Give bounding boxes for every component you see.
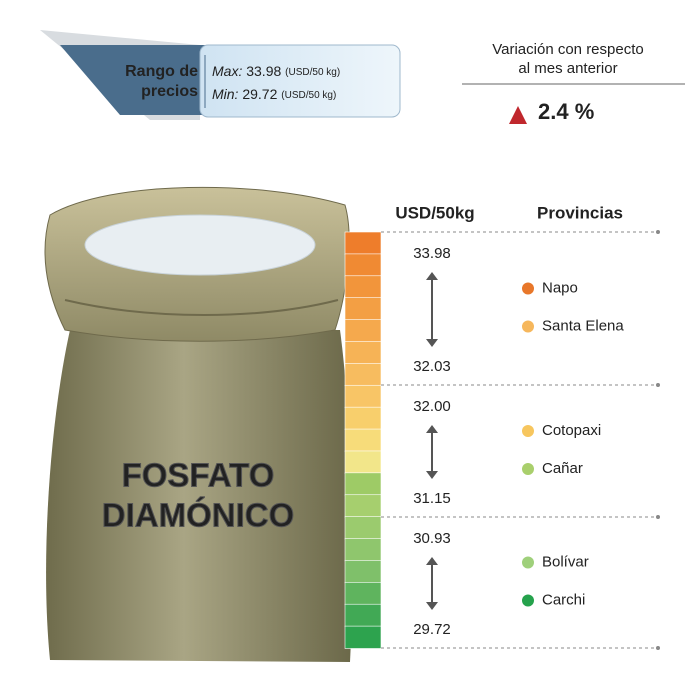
scale-band bbox=[345, 473, 381, 495]
column-header: Provincias bbox=[537, 203, 623, 222]
scale-band bbox=[345, 626, 381, 648]
scale-band bbox=[345, 451, 381, 473]
scale-band bbox=[345, 582, 381, 604]
variation-title: al mes anterior bbox=[518, 60, 617, 77]
price-high: 33.98 bbox=[413, 245, 451, 262]
province-dot bbox=[522, 595, 534, 607]
province-name: Cotopaxi bbox=[542, 422, 601, 439]
range-label: precios bbox=[141, 83, 198, 100]
max-value: 33.98 bbox=[246, 63, 281, 79]
scale-band bbox=[345, 407, 381, 429]
divider-dot bbox=[656, 515, 660, 519]
divider-dot bbox=[656, 646, 660, 650]
range-label: Rango de bbox=[125, 63, 198, 80]
province-name: Carchi bbox=[542, 591, 585, 608]
province-dot bbox=[522, 557, 534, 569]
min-unit: (USD/50 kg) bbox=[281, 90, 336, 101]
province-name: Cañar bbox=[542, 460, 583, 477]
scale-band bbox=[345, 363, 381, 385]
min-label: Min: bbox=[212, 86, 239, 102]
price-low: 32.03 bbox=[413, 358, 451, 375]
max-unit: (USD/50 kg) bbox=[285, 67, 340, 78]
scale-band bbox=[345, 539, 381, 561]
scale-band bbox=[345, 560, 381, 582]
scale-band bbox=[345, 298, 381, 320]
arrow-head bbox=[426, 602, 438, 610]
tiers: 33.98 32.03 Napo Santa Elena 32.00 31.15 Cotop… bbox=[381, 230, 660, 650]
column-header: USD/50kg bbox=[395, 203, 474, 222]
variation-title: Variación con respecto bbox=[492, 41, 643, 58]
price-high: 30.93 bbox=[413, 530, 451, 547]
province-dot bbox=[522, 425, 534, 437]
province-dot bbox=[522, 463, 534, 475]
arrow-head bbox=[426, 471, 438, 479]
scale-band bbox=[345, 276, 381, 298]
province-dot bbox=[522, 283, 534, 295]
scale-band bbox=[345, 254, 381, 276]
product-name: DIAMÓNICO bbox=[102, 497, 295, 534]
product-name: FOSFATO bbox=[122, 457, 275, 494]
scale-band bbox=[345, 320, 381, 342]
max-label: Max: bbox=[212, 63, 242, 79]
scale-band bbox=[345, 232, 381, 254]
up-arrow bbox=[509, 106, 527, 124]
price-low: 31.15 bbox=[413, 490, 451, 507]
price-low: 29.72 bbox=[413, 621, 451, 638]
variation-value: 2.4 % bbox=[538, 99, 594, 124]
price-high: 32.00 bbox=[413, 398, 451, 415]
scale-band bbox=[345, 385, 381, 407]
arrow-head bbox=[426, 272, 438, 280]
divider-dot bbox=[656, 230, 660, 234]
scale-band bbox=[345, 604, 381, 626]
min-value: 29.72 bbox=[242, 86, 277, 102]
arrow-head bbox=[426, 557, 438, 565]
province-name: Bolívar bbox=[542, 553, 589, 570]
arrow-head bbox=[426, 339, 438, 347]
arrow-head bbox=[426, 425, 438, 433]
scale-band bbox=[345, 341, 381, 363]
header-box bbox=[200, 45, 400, 117]
color-scale bbox=[345, 232, 381, 649]
province-dot bbox=[522, 321, 534, 333]
divider-dot bbox=[656, 383, 660, 387]
scale-band bbox=[345, 429, 381, 451]
province-name: Napo bbox=[542, 279, 578, 296]
granules bbox=[85, 215, 315, 275]
scale-band bbox=[345, 517, 381, 539]
scale-band bbox=[345, 495, 381, 517]
province-name: Santa Elena bbox=[542, 317, 624, 334]
infographic: Rango de precios Max: 33.98 (USD/50 kg) … bbox=[0, 0, 685, 673]
